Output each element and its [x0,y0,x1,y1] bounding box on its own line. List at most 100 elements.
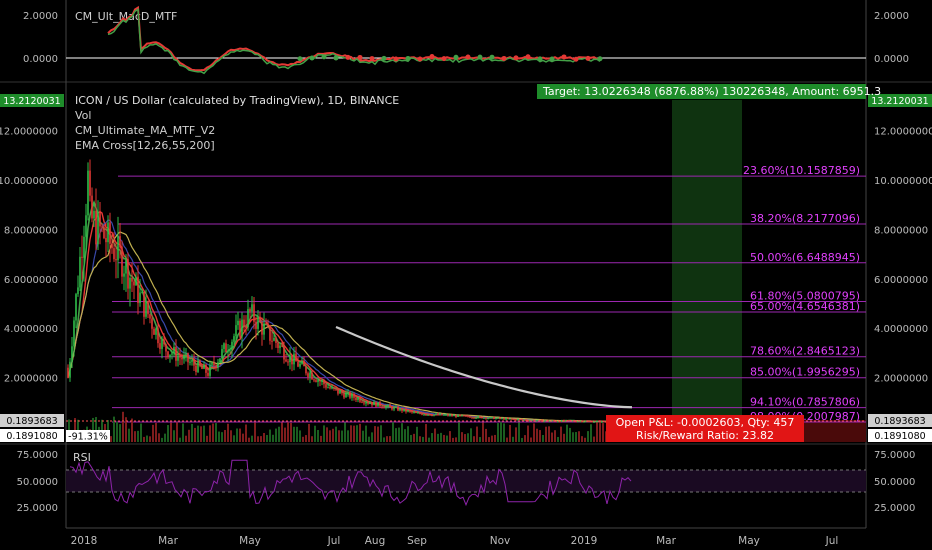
candle-body [253,304,255,322]
candle-body [323,380,325,385]
price-tag-current-right-text: 0.1893683 [874,416,925,427]
volume-bar [125,417,127,442]
candle-body [183,354,185,360]
candle-body [465,415,467,417]
rsi-tick-left: 75.0000 [17,450,58,461]
volume-bar [482,422,484,442]
candle-body [503,418,505,420]
volume-bars [68,411,619,442]
candle-body [161,339,163,349]
volume-bar [263,432,265,442]
candle-body [423,414,425,416]
volume-bar [305,435,307,442]
candle-body [343,393,345,398]
volume-bar [389,436,391,442]
macd-tick-right: 0.0000 [874,54,909,65]
candle-body [163,339,165,345]
candle-body [127,259,129,289]
price-tag-low-right [868,429,932,442]
rsi-tick-right: 50.0000 [874,477,915,488]
volume-bar [170,422,172,442]
candle-body [85,215,87,237]
volume-bar [497,423,499,442]
candle-body [269,325,271,341]
volume-bar [365,425,367,442]
candle-body [411,411,413,413]
candle-body [373,401,375,406]
time-tick-label: Nov [490,535,511,547]
rsi-tick-right: 25.0000 [874,503,915,514]
candle-body [431,415,433,417]
volume-bar [410,434,412,442]
candle-body [135,276,137,286]
candle-body [385,406,387,408]
candle-body [307,373,309,378]
volume-bar [431,433,433,442]
candle-body [559,421,561,423]
candle-body [231,341,233,351]
macd-cross-dot [549,56,555,62]
volume-bar [494,434,496,442]
candle-body [149,314,151,319]
candle-body [327,387,329,389]
volume-bar [173,430,175,442]
price-tag-low-left-text: 0.1891080 [6,431,57,442]
volume-bar [290,422,292,442]
volume-bar [542,434,544,442]
candle-body [221,348,223,359]
candle-body [443,414,445,416]
candle-body [179,355,181,358]
volume-bar [548,426,550,442]
volume-bar [434,428,436,442]
macd-cross-dot [513,55,519,61]
volume-bar [146,435,148,442]
volume-bar [341,430,343,442]
candle-body [255,321,257,329]
volume-bar [383,437,385,442]
candle-body [297,361,299,367]
candle-body [335,388,337,390]
time-tick-label: Aug [365,535,386,547]
candle-body [87,170,89,216]
candle-body [289,355,291,363]
candle-body [393,407,395,410]
macd-cross-dot [573,56,579,62]
macd-cross-dot [465,54,471,60]
time-tick-label: Jul [327,535,341,547]
candle-body [115,259,117,261]
volume-bar [467,433,469,442]
volume-bar [527,425,529,442]
fib-label: 38.20%(8.2177096) [750,212,860,225]
candle-body [89,170,91,196]
candle-body [119,236,121,248]
macd-cross-dot [345,54,351,60]
volume-bar [515,427,517,442]
volume-bar [554,430,556,442]
main-tick-right: 10.0000000 [874,176,932,187]
volume-bar [119,424,121,442]
candle-body [457,414,459,417]
candle-body [359,398,361,402]
main-tick-left: 6.0000000 [4,275,58,286]
volume-bar [437,433,439,442]
macd-cross-dot [597,56,603,62]
candle-body [473,417,475,419]
candle-body [235,325,237,337]
fib-label: 85.00%(1.9956295) [750,366,860,379]
macd-cross-dot [405,55,411,61]
candle-body [151,318,153,329]
volume-bar [470,428,472,442]
candle-body [511,418,513,420]
candle-body [133,281,135,286]
candle-body [333,387,335,389]
candle-body [415,412,417,414]
candle-body [317,380,319,382]
volume-bar [317,430,319,442]
candle-body [251,304,253,312]
volume-bar [491,435,493,442]
candle-body [109,222,111,244]
candle-body [361,401,363,403]
candle-body [429,414,431,416]
candle-body [261,322,263,335]
